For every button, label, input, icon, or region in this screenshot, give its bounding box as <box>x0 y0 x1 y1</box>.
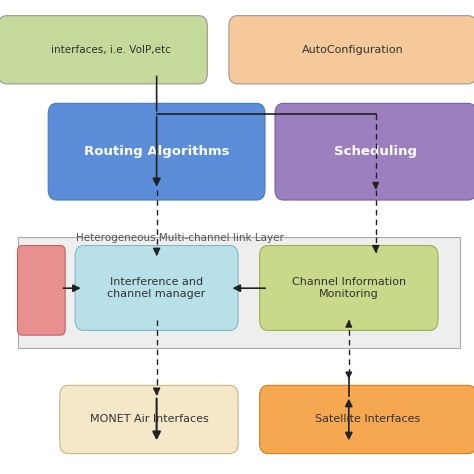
FancyBboxPatch shape <box>260 385 474 454</box>
Text: Heterogeneous Multi-channel link Layer: Heterogeneous Multi-channel link Layer <box>76 233 284 243</box>
Text: interfaces, i.e. VoIP,etc: interfaces, i.e. VoIP,etc <box>51 45 171 55</box>
FancyBboxPatch shape <box>60 385 238 454</box>
Text: MONET Air Interfaces: MONET Air Interfaces <box>90 414 208 425</box>
Text: Channel Information
Monitoring: Channel Information Monitoring <box>292 277 406 299</box>
FancyBboxPatch shape <box>75 246 238 330</box>
Text: AutoConfiguration: AutoConfiguration <box>302 45 403 55</box>
FancyBboxPatch shape <box>229 16 474 84</box>
FancyBboxPatch shape <box>260 246 438 330</box>
Text: Satellite Interfaces: Satellite Interfaces <box>315 414 420 425</box>
FancyBboxPatch shape <box>0 16 207 84</box>
Text: Routing Algorithms: Routing Algorithms <box>84 145 229 158</box>
Text: Interference and
channel manager: Interference and channel manager <box>108 277 206 299</box>
Text: Scheduling: Scheduling <box>334 145 417 158</box>
FancyBboxPatch shape <box>18 237 460 348</box>
FancyBboxPatch shape <box>275 103 474 200</box>
FancyBboxPatch shape <box>48 103 265 200</box>
FancyBboxPatch shape <box>18 246 65 335</box>
